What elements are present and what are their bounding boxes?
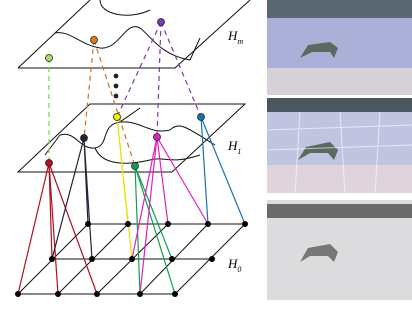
regions-mid — [45, 108, 215, 163]
level-label: H0 — [227, 256, 241, 274]
level-label: H1 — [227, 138, 241, 156]
image-coarse — [267, 0, 412, 95]
level-label: Hm — [227, 28, 243, 46]
regions-top — [55, 0, 200, 60]
nodes — [46, 19, 205, 170]
links — [18, 22, 245, 294]
image-mid — [267, 98, 412, 193]
level-labels: Hm H1 H0 — [227, 28, 243, 274]
figure: Hm H1 H0 — [0, 0, 412, 309]
image-fine — [267, 200, 412, 300]
images — [267, 0, 412, 300]
grid-nodes — [15, 221, 248, 297]
